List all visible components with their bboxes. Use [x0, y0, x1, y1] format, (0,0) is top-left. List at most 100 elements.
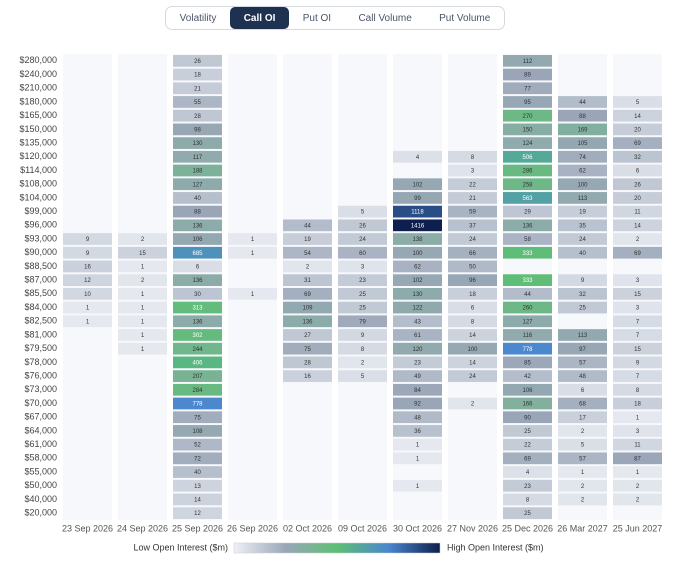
y-tick-label: $210,000: [19, 83, 57, 93]
heat-cell: [558, 479, 607, 492]
column-bg: [448, 54, 497, 520]
y-tick-label: $240,000: [19, 69, 57, 79]
x-tick-label: 02 Oct 2026: [283, 523, 332, 533]
cell-label: 8: [636, 388, 640, 394]
cell-label: 1: [141, 292, 145, 298]
cell-label: 105: [577, 141, 588, 147]
heat-cell: [448, 219, 497, 232]
cell-label: 113: [578, 196, 588, 202]
heat-cell: [448, 274, 497, 286]
cell-label: 21: [194, 86, 201, 92]
y-tick-label: $20,000: [24, 508, 57, 518]
tab[interactable]: Call Volume: [358, 12, 412, 24]
cell-label: 99: [414, 196, 421, 202]
heat-cell: [63, 274, 112, 286]
cell-label: 166: [522, 402, 533, 408]
heat-cell: [173, 68, 222, 81]
heat-cell: [558, 370, 607, 382]
cell-label: 2: [581, 429, 585, 435]
heat-cell: [613, 150, 662, 163]
y-tick-label: $93,000: [24, 233, 57, 243]
heat-cell: [503, 479, 552, 492]
heat-cell: [558, 466, 607, 478]
cell-label: 1: [581, 470, 585, 476]
x-tick-label: 25 Jun 2027: [613, 523, 663, 533]
cell-label: 55: [194, 100, 201, 106]
heat-cell: [558, 383, 607, 396]
heat-cell: [503, 383, 552, 396]
heat-cell: [613, 219, 662, 232]
heat-cell: [63, 246, 112, 259]
cell-label: 11: [634, 210, 641, 216]
y-tick-label: $135,000: [19, 137, 57, 147]
tab[interactable]: Call OI: [230, 7, 290, 29]
heat-cell: [503, 411, 552, 424]
cell-label: 62: [579, 169, 586, 175]
heat-cell: [448, 301, 497, 314]
cell-label: 1: [416, 484, 420, 490]
heat-cell: [558, 205, 607, 218]
heat-cell: [558, 246, 607, 259]
tab[interactable]: Put Volume: [439, 12, 491, 24]
cell-label: 75: [194, 415, 201, 421]
cell-label: 48: [414, 415, 421, 421]
cell-label: 124: [522, 141, 533, 147]
cell-label: 1: [416, 456, 420, 462]
cell-label: 7: [636, 333, 640, 339]
heat-cell: [558, 192, 607, 204]
heat-cell: [118, 301, 167, 314]
heat-cell: [173, 301, 222, 314]
heat-cell: [173, 479, 222, 492]
cell-label: 130: [412, 292, 423, 298]
heat-cell: [503, 164, 552, 177]
cell-label: 5: [361, 210, 365, 216]
heat-cell: [393, 274, 442, 286]
cell-label: 42: [524, 374, 531, 380]
tab[interactable]: Put OI: [302, 12, 332, 24]
heat-cell: [393, 383, 442, 396]
heat-cell: [173, 329, 222, 341]
cell-label: 127: [192, 182, 203, 188]
cell-label: 3: [361, 265, 365, 271]
cell-label: 24: [469, 374, 476, 380]
cell-label: 106: [522, 388, 533, 394]
cell-label: 19: [579, 210, 586, 216]
heat-cell: [613, 274, 662, 286]
cell-label: 6: [471, 306, 475, 312]
cell-label: 260: [522, 306, 533, 312]
heat-cell: [503, 150, 552, 163]
x-tick-label: 30 Oct 2026: [393, 523, 442, 533]
cell-label: 5: [636, 100, 640, 106]
cell-label: 50: [469, 265, 476, 271]
cell-label: 18: [634, 402, 641, 408]
heat-cell: [558, 329, 607, 341]
cell-label: 69: [524, 456, 531, 462]
cell-label: 258: [522, 182, 533, 188]
y-tick-label: $114,000: [20, 165, 57, 175]
cell-label: 2: [636, 498, 640, 504]
heat-cell: [613, 96, 662, 108]
y-tick-label: $165,000: [19, 110, 57, 120]
heat-cell: [503, 370, 552, 382]
heat-cell: [558, 356, 607, 369]
cell-label: 150: [522, 127, 533, 133]
heat-cell: [393, 150, 442, 163]
heat-cell: [393, 219, 442, 232]
y-tick-label: $82,500: [24, 316, 57, 326]
y-tick-label: $40,000: [24, 494, 57, 504]
cell-label: 12: [194, 511, 201, 517]
heat-cell: [393, 438, 442, 451]
cell-label: 30: [194, 292, 201, 298]
cell-label: 9: [636, 360, 640, 366]
y-tick-label: $76,000: [24, 370, 57, 380]
heat-cell: [338, 301, 387, 314]
cell-label: 9: [361, 333, 365, 339]
heat-cell: [63, 315, 112, 328]
heat-cell: [173, 96, 222, 108]
tab[interactable]: Volatility: [179, 12, 217, 24]
heat-cell: [558, 493, 607, 506]
cell-label: 26: [634, 182, 641, 188]
heat-cell: [173, 288, 222, 300]
cell-label: 35: [579, 223, 586, 229]
